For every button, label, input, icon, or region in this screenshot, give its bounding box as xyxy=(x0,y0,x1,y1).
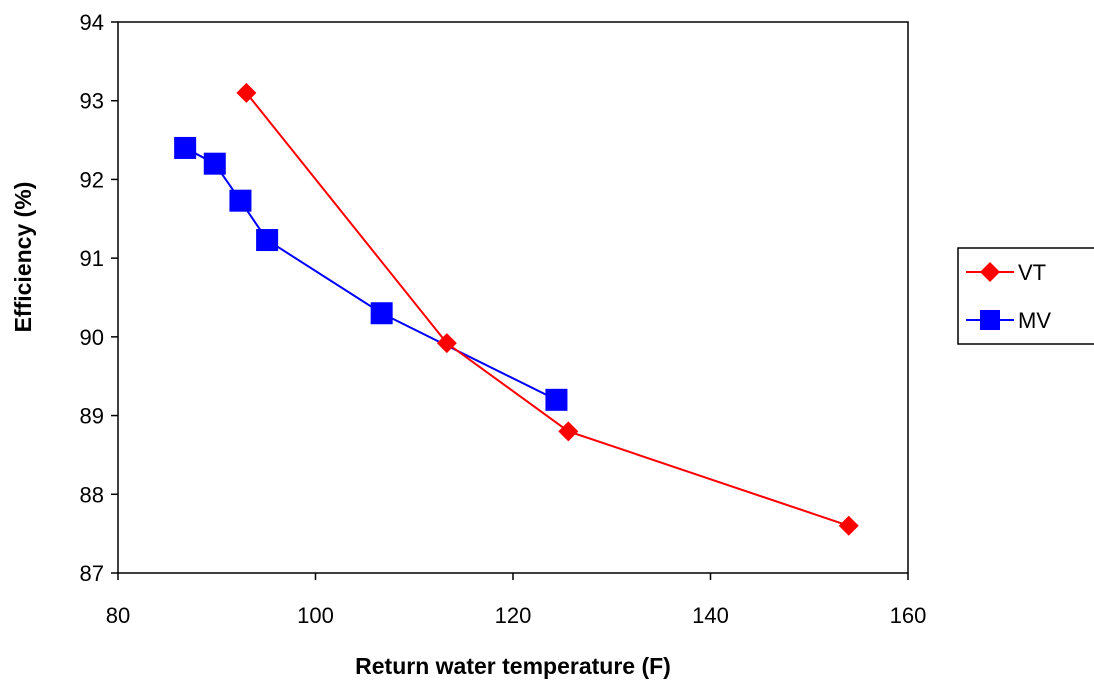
series-vt xyxy=(236,82,859,536)
y-tick-label: 87 xyxy=(80,561,104,586)
y-tick-label: 90 xyxy=(80,325,104,350)
legend-label-mv: MV xyxy=(1018,308,1051,333)
data-point-vt xyxy=(838,515,859,536)
data-point-vt xyxy=(236,82,257,103)
y-tick-label: 94 xyxy=(80,10,104,35)
x-axis-title: Return water temperature (F) xyxy=(355,653,671,679)
y-tick-label: 88 xyxy=(80,482,104,507)
x-tick-label: 120 xyxy=(495,603,532,628)
x-tick-label: 80 xyxy=(106,603,130,628)
legend-marker-vt xyxy=(980,262,1000,282)
data-point-mv xyxy=(203,152,226,175)
y-tick-label: 92 xyxy=(80,167,104,192)
data-point-mv xyxy=(174,136,197,159)
legend-item-mv: MV xyxy=(966,308,1051,333)
data-point-mv xyxy=(256,229,279,252)
plot-area xyxy=(117,21,909,574)
legend: VT MV xyxy=(957,247,1094,345)
data-point-mv xyxy=(545,388,568,411)
legend-item-vt: VT xyxy=(966,260,1046,285)
x-tick-label: 160 xyxy=(890,603,927,628)
y-tick-label: 91 xyxy=(80,246,104,271)
legend-marker-mv xyxy=(980,310,1000,330)
series-mv xyxy=(174,136,568,411)
y-axis-title: Efficiency (%) xyxy=(10,182,36,333)
x-tick-label: 140 xyxy=(692,603,729,628)
data-point-mv xyxy=(229,189,252,212)
y-tick-label: 89 xyxy=(80,404,104,429)
data-point-vt xyxy=(558,421,579,442)
legend-label-vt: VT xyxy=(1018,260,1046,285)
y-tick-label: 93 xyxy=(80,89,104,114)
series-line-vt xyxy=(245,92,850,527)
data-point-mv xyxy=(370,302,393,325)
data-point-vt xyxy=(436,333,457,354)
x-tick-label: 100 xyxy=(297,603,334,628)
